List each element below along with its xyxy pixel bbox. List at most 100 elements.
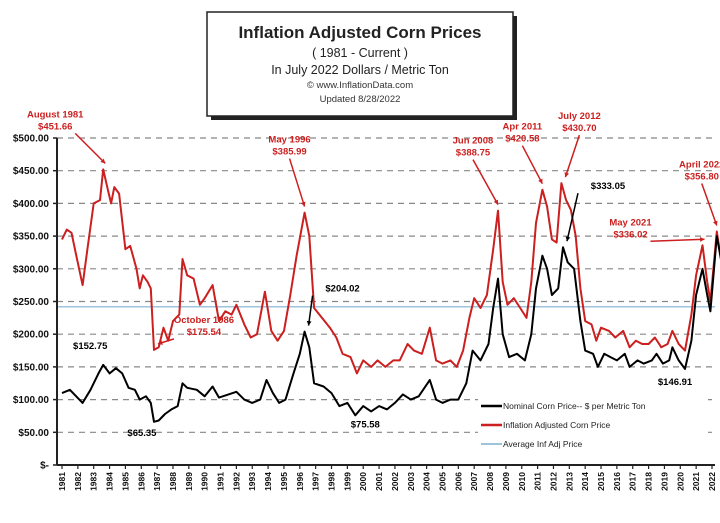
x-tick-label: 1998	[327, 472, 337, 491]
x-tick-label: 1991	[216, 472, 226, 491]
x-tick-label: 1987	[152, 472, 162, 491]
y-tick-label: $350.00	[13, 232, 50, 243]
x-tick-label: 2002	[390, 472, 400, 491]
x-tick-label: 2000	[358, 472, 368, 491]
annotation-arrowhead	[300, 201, 306, 207]
annotation-arrowhead	[306, 320, 312, 326]
y-tick-label: $50.00	[18, 428, 49, 439]
x-tick-label: 2015	[596, 472, 606, 491]
y-tick-label: $200.00	[13, 330, 50, 341]
x-tick-label: 2003	[406, 472, 416, 491]
annotation-label: April 2022	[679, 160, 720, 171]
annotation-arrow	[701, 183, 718, 226]
y-tick-label: $450.00	[13, 166, 50, 177]
x-tick-label: 1983	[89, 472, 99, 491]
x-tick-label: 2005	[437, 472, 447, 491]
x-tick-label: 1992	[231, 472, 241, 491]
annotation-arrowhead	[564, 172, 570, 178]
x-tick-label: 1990	[200, 472, 210, 491]
x-tick-label: 2012	[548, 472, 558, 491]
annotation-arrow	[521, 145, 544, 185]
legend-average: Average Inf Adj Price	[503, 439, 582, 449]
x-tick-label: 2022	[707, 472, 717, 491]
x-tick-label: 2010	[517, 472, 527, 491]
annotation-label: July 2012	[558, 111, 601, 122]
inflation-adjusted-price-line	[61, 168, 720, 375]
x-tick-label: 2019	[659, 472, 669, 491]
x-tick-label: 1993	[247, 472, 257, 491]
annotation-arrow	[564, 134, 581, 178]
x-tick-label: 1997	[311, 472, 321, 491]
annotation-arrowhead	[713, 220, 718, 226]
subtitle-line-1: ( 1981 - Current )	[312, 46, 408, 60]
subtitle-line-4: Updated 8/28/2022	[320, 94, 401, 105]
series-lines	[61, 168, 720, 423]
annotation-label: $336.02	[613, 229, 647, 240]
x-tick-label: 2001	[374, 472, 384, 491]
x-tick-label: 1985	[120, 472, 130, 491]
x-tick-label: 2017	[628, 472, 638, 491]
annotation-label: $65.35	[127, 428, 157, 439]
annotation-label: $152.75	[73, 341, 108, 352]
annotation-label: $333.05	[591, 181, 626, 192]
annotation-label: $175.54	[187, 327, 222, 338]
x-tick-label: 2013	[564, 472, 574, 491]
y-tick-label: $150.00	[13, 362, 50, 373]
x-tick-label: 1981	[57, 472, 67, 491]
subtitle-line-3: © www.InflationData.com	[307, 80, 413, 91]
x-tick-label: 2014	[580, 472, 590, 491]
annotation-arrowhead	[700, 237, 705, 242]
x-tick-label: 2004	[422, 472, 432, 491]
y-tick-label: $300.00	[13, 264, 50, 275]
legend: Nominal Corn Price-- $ per Metric Ton In…	[478, 397, 708, 449]
annotation-label: August 1981	[27, 109, 84, 120]
x-tick-label: 1982	[73, 472, 83, 491]
annotation-arrowhead	[565, 236, 571, 242]
annotation-label: $430.70	[562, 123, 596, 134]
y-tick-label: $400.00	[13, 199, 50, 210]
x-tick-label: 1989	[184, 472, 194, 491]
annotation-arrow	[288, 158, 306, 207]
x-tick-label: 2020	[675, 472, 685, 491]
annotation-label: Jun 2008	[453, 136, 494, 147]
annotation-label: $451.66	[38, 121, 72, 132]
annotation-arrow	[307, 295, 314, 326]
annotation-label: May 2021	[609, 217, 652, 228]
x-tick-label: 1995	[279, 472, 289, 491]
x-tick-label: 1994	[263, 472, 273, 491]
chart-title: Inflation Adjusted Corn Prices	[238, 23, 481, 42]
annotation-arrow	[566, 193, 579, 242]
x-tick-label: 1996	[295, 472, 305, 491]
y-tick-label: $500.00	[13, 134, 50, 145]
y-tick-label: $100.00	[13, 395, 50, 406]
x-tick-label: 2016	[612, 472, 622, 491]
legend-nominal: Nominal Corn Price-- $ per Metric Ton	[503, 401, 646, 411]
annotation-label: $204.02	[325, 284, 359, 295]
x-axis-ticks: 1981 1982 1983 1984 1985 1986 1987 1988 1989 1990…	[57, 465, 717, 491]
legend-inflation-adjusted: Inflation Adjusted Corn Price	[503, 420, 611, 430]
x-tick-label: 2009	[501, 472, 511, 491]
annotation-arrowhead	[493, 199, 498, 205]
annotation-label: October 1986	[174, 315, 234, 326]
x-tick-label: 2007	[469, 472, 479, 491]
annotation-arrow	[650, 238, 705, 243]
annotation-arrow	[472, 159, 499, 205]
x-tick-label: 2021	[691, 472, 701, 491]
title-box: Inflation Adjusted Corn Prices ( 1981 - …	[206, 11, 517, 120]
annotation-arrowhead	[157, 340, 163, 345]
x-tick-label: 1984	[105, 472, 115, 491]
annotations: August 1981$451.66 October 1986$175.54 $15…	[27, 109, 720, 438]
y-tick-label: $250.00	[13, 297, 50, 308]
y-tick-label: $-	[40, 461, 49, 472]
x-tick-label: 2008	[485, 472, 495, 491]
x-tick-label: 1988	[168, 472, 178, 491]
annotation-label: Apr 2011	[503, 122, 543, 133]
annotation-label: $388.75	[456, 148, 491, 159]
subtitle-line-2: In July 2022 Dollars / Metric Ton	[271, 63, 449, 77]
annotation-label: $356.80	[685, 172, 719, 183]
annotation-label: $75.58	[351, 419, 380, 430]
annotation-label: $385.99	[272, 147, 306, 158]
x-tick-label: 2006	[453, 472, 463, 491]
annotation-label: May 1996	[268, 135, 310, 146]
